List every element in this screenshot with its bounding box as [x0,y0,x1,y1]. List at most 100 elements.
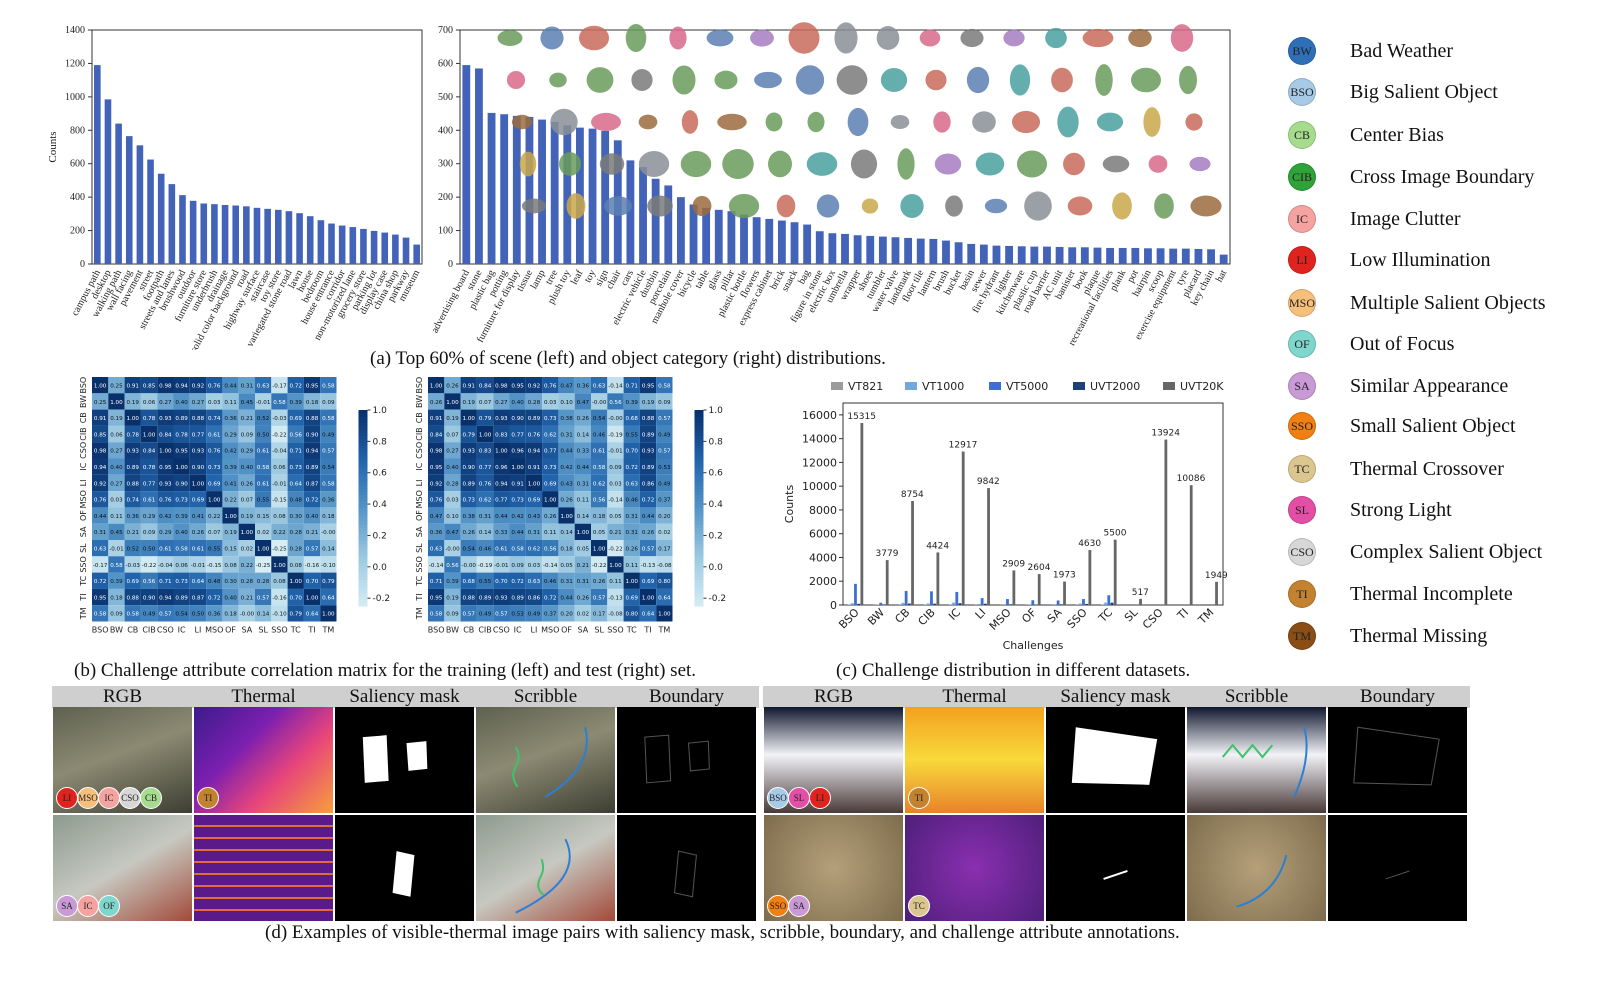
heatmap-cell [623,409,640,426]
y-tick-label: 6000 [809,528,837,541]
object-thumbnail-icon [1009,64,1031,96]
heatmap-cell [140,409,158,426]
y-axis-label: Counts [783,485,796,524]
heatmap-cell [639,605,657,622]
colorbar-segment [358,436,368,440]
data-label: 9842 [977,477,1000,487]
heatmap-cell [639,507,657,524]
bar [253,207,261,264]
heatmap-value: 0.73 [544,416,557,422]
scribble-image [476,815,615,921]
heatmap-cell [238,507,255,524]
heatmap-cell [108,393,125,410]
heatmap-cell [525,442,543,459]
heatmap-value: 0.27 [110,481,123,487]
heatmap-cell [525,474,543,492]
heatmap-value: 0.69 [544,481,557,487]
heatmap-value: 0.57 [658,416,671,422]
heatmap-cell [189,523,207,540]
bar [370,230,378,264]
heatmap-cell [542,377,559,394]
heatmap-value: 0.36 [430,530,443,536]
heatmap-value: 0.05 [609,514,622,520]
bar [1088,549,1092,605]
y-tick-label: 1000 [65,92,85,103]
heatmap-value: 1.00 [241,530,254,536]
boundary-outline [644,734,710,784]
heatmap-cell [558,572,575,589]
x-tick-label: pot [1125,268,1141,285]
y-tick-label: 8000 [809,504,837,517]
heatmap-cell [639,556,657,573]
x-tick-label: CB [892,606,912,626]
heatmap-cell [639,588,657,606]
heatmap-value: 0.76 [479,481,492,487]
heatmap-value: 0.96 [511,449,524,455]
heatmap-cell [428,540,445,557]
heatmap-value: 0.28 [290,546,303,552]
heatmap-value: -0.22 [142,563,156,569]
heatmap-cell [255,540,272,557]
colorbar-segment [694,560,704,565]
x-tick-label: IC [946,606,963,623]
heatmap-cell [574,556,591,573]
colorbar-segment [358,524,368,529]
legend-item-tc: TC Thermal Crossover [1288,452,1504,486]
challenge-badge: TI [197,787,219,809]
caption-c: (c) Challenge distribution in different … [836,660,1191,681]
legend-label: UVT20K [1180,380,1224,393]
y-tick-label: 200 [438,192,453,203]
row-label: IC [79,462,88,470]
heatmap-value: 0.98 [430,449,443,455]
colorbar-segment [694,579,704,584]
bar [879,602,883,605]
heatmap-value: 0.57 [159,612,172,618]
heatmap-value: 0.44 [224,383,237,389]
heatmap-value: 0.70 [306,579,319,585]
heatmap-value: 0.42 [159,514,171,520]
colorbar-segment [358,527,368,532]
mask-region [1071,727,1158,785]
object-thumbnail-icon [647,195,673,217]
heatmap-cell [206,605,223,622]
bar [512,115,521,264]
data-label: 12917 [949,441,978,451]
colorbar-segment [694,419,704,424]
colorbar-segment [358,498,368,503]
heatmap-value: 0.26 [446,383,459,389]
object-thumbnail-icon [591,112,621,132]
heatmap-cell [574,442,591,459]
colorbar-label: 1.0 [709,406,724,416]
heatmap-cell [460,425,477,443]
heatmap-value: 0.11 [110,514,123,520]
bar [1031,600,1035,605]
object-thumbnail-icon [722,149,754,179]
heatmap-cell [157,377,174,394]
object-thumbnail-icon [1003,29,1025,47]
bar [550,121,559,264]
heatmap-value: 1.00 [110,400,123,406]
legend-item-cb: CB Center Bias [1288,118,1444,152]
heatmap-value: 0.21 [241,416,254,422]
bar [402,237,410,264]
bar [360,228,367,264]
heatmap-value: 0.19 [241,514,254,520]
heatmap-value: 0.03 [110,498,123,504]
heatmap-cell [255,458,272,475]
heatmap-cell [189,540,207,557]
heatmap-value: 0.72 [94,579,106,585]
colorbar-segment [694,494,704,499]
heatmap-value: 0.54 [322,465,335,471]
colorbar-segment [358,534,368,538]
heatmap-cell [287,442,304,459]
heatmap-value: 0.44 [495,514,508,520]
heatmap-value: 0.20 [658,514,671,520]
legend-badge: IC [1288,205,1316,233]
bar [1131,247,1140,264]
colorbar-segment [358,602,368,607]
bar [1080,247,1089,264]
heatmap-value: 0.14 [322,546,335,552]
heatmap-cell [271,507,288,524]
object-thumbnail-icon [1045,27,1067,49]
heatmap-cell [574,507,591,524]
